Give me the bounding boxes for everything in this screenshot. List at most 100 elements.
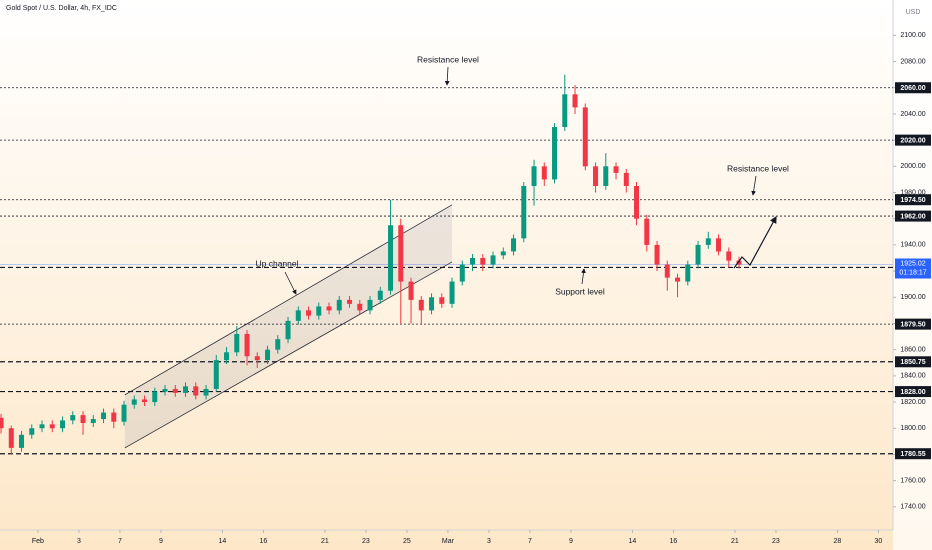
- candle-body: [705, 238, 711, 245]
- y-tick-label: 1820.00: [900, 399, 925, 406]
- candle-body: [306, 310, 312, 316]
- candle-body: [8, 428, 14, 448]
- candle-body: [593, 166, 599, 186]
- candle-body: [275, 339, 281, 350]
- candle-body: [234, 333, 240, 353]
- candle-body: [603, 166, 609, 186]
- price-label-box: [895, 448, 931, 460]
- candle-body: [70, 415, 76, 421]
- candle-body: [0, 417, 4, 429]
- candle-body: [582, 107, 588, 167]
- candle-body: [531, 166, 537, 186]
- price-label: 1828.00: [900, 389, 925, 396]
- axes: 1740.001760.001780.001800.001820.001840.…: [32, 32, 931, 545]
- candle-body: [654, 244, 660, 265]
- candle-body: [316, 306, 322, 316]
- candle-body: [285, 320, 291, 340]
- x-tick-label: 23: [772, 538, 780, 545]
- y-tick-label: 1940.00: [900, 242, 925, 249]
- candle-body: [244, 333, 250, 357]
- x-tick-label: Feb: [32, 538, 44, 545]
- candle-body: [183, 386, 189, 393]
- candle-body: [449, 281, 455, 304]
- annotation-label: Resistance level: [417, 54, 479, 64]
- price-label-box: [895, 386, 931, 398]
- price-label: 1850.75: [900, 359, 925, 366]
- candle-body: [726, 251, 732, 261]
- y-tick-label: 1740.00: [900, 504, 925, 511]
- channel-line: [124, 204, 453, 396]
- candle-body: [572, 94, 578, 108]
- countdown-label: 01:18:17: [899, 269, 926, 276]
- y-tick-label: 1800.00: [900, 425, 925, 432]
- candle-body: [459, 264, 465, 282]
- x-tick-label: 9: [159, 538, 163, 545]
- annotations: Resistance level Support level Resistanc…: [417, 54, 789, 296]
- price-label: 1780.55: [900, 451, 925, 458]
- candle-body: [511, 238, 517, 252]
- x-tick-label: 16: [670, 538, 678, 545]
- candle-body: [347, 299, 353, 304]
- annotation-arrow: [581, 268, 586, 285]
- candle-body: [552, 127, 558, 180]
- y-tick-label: 1900.00: [900, 294, 925, 301]
- y-tick-label: 2040.00: [900, 111, 925, 118]
- candle-body: [49, 424, 55, 429]
- y-tick-label: 2000.00: [900, 163, 925, 170]
- price-label: 2020.00: [900, 137, 925, 144]
- candle-body: [131, 399, 137, 405]
- price-label-box: [895, 318, 931, 330]
- candle-body: [398, 225, 404, 282]
- candle-body: [541, 166, 547, 180]
- candle-body: [623, 172, 629, 186]
- chart-title: Gold Spot / U.S. Dollar, 4h, FX_IDC: [6, 5, 117, 12]
- annotation-label: Resistance level: [727, 163, 789, 173]
- candle-body: [357, 303, 363, 311]
- candle-body: [162, 388, 168, 392]
- candle-body: [336, 299, 342, 311]
- current-price-label: 1925.02: [900, 260, 925, 267]
- candle-body: [388, 225, 394, 291]
- candle-body: [172, 388, 178, 393]
- price-label-box: [895, 356, 931, 368]
- price-label-box: [895, 194, 931, 206]
- price-label-box: [895, 82, 931, 94]
- x-tick-label: 14: [219, 538, 227, 545]
- price-label: 1879.50: [900, 321, 925, 328]
- price-label-box: [895, 134, 931, 146]
- currency-label: USD: [906, 9, 921, 16]
- candle-body: [675, 277, 681, 282]
- x-tick-label: 3: [487, 538, 491, 545]
- x-tick-label: 16: [260, 538, 268, 545]
- x-tick-label: 7: [528, 538, 532, 545]
- annotation-arrow: [444, 66, 450, 86]
- x-tick-label: 21: [731, 538, 739, 545]
- current-price-box: [895, 258, 931, 279]
- candle-body: [685, 264, 691, 282]
- candle-body: [224, 352, 230, 361]
- candle-body: [664, 264, 670, 278]
- candle-body: [613, 166, 619, 173]
- candle-body: [716, 238, 722, 252]
- candle-body: [418, 299, 424, 311]
- candle-body: [19, 434, 25, 448]
- channel-line: [124, 261, 453, 449]
- y-tick-label: 2100.00: [900, 32, 925, 39]
- candle-body: [29, 428, 35, 435]
- candle-body: [39, 424, 45, 429]
- annotation-arrow: [284, 271, 297, 295]
- candle-body: [367, 299, 373, 311]
- candle-body: [562, 94, 568, 128]
- candle-body: [60, 420, 66, 429]
- candle-body: [295, 310, 301, 321]
- x-tick-label: 14: [629, 538, 637, 545]
- channel-label: Up channel: [255, 258, 298, 268]
- y-tick-label: 1760.00: [900, 477, 925, 484]
- candle-body: [152, 391, 158, 403]
- plot-area: [0, 74, 893, 455]
- candle-body: [408, 281, 414, 300]
- x-tick-label: 9: [569, 538, 573, 545]
- candle-body: [90, 419, 96, 424]
- x-tick-label: 30: [875, 538, 883, 545]
